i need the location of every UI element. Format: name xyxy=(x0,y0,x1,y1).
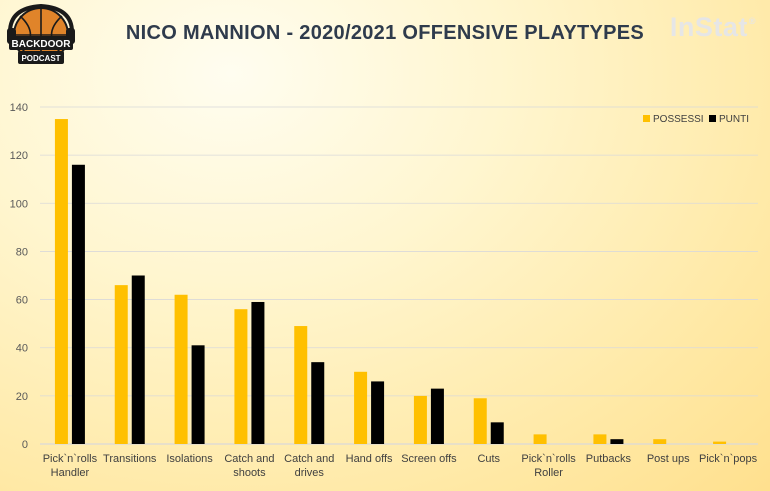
chart-title: NICO MANNION - 2020/2021 OFFENSIVE PLAYT… xyxy=(125,22,645,44)
x-tick-label-4: Catch and drives xyxy=(284,453,334,479)
logo-text-top: BACKDOOR xyxy=(12,39,72,50)
x-tick-label-2: Isolations xyxy=(166,453,213,465)
bar-punti-9 xyxy=(610,439,624,444)
x-tick-label-3: Catch and shoots xyxy=(224,453,274,479)
x-tick-label-10: Post ups xyxy=(647,453,690,465)
bar-possessi-6 xyxy=(413,395,427,444)
y-tick-label-60: 60 xyxy=(16,295,28,307)
backdoor-podcast-logo: BACKDOOR PODCAST xyxy=(7,3,75,64)
brand-name: InStat xyxy=(669,12,748,42)
logo-text-bottom: PODCAST xyxy=(21,54,60,63)
brand-registered-mark: ® xyxy=(748,16,756,26)
y-tick-label-140: 140 xyxy=(10,102,28,114)
bar-possessi-4 xyxy=(294,326,308,444)
y-tick-label-120: 120 xyxy=(10,150,28,162)
bar-possessi-1 xyxy=(114,285,128,444)
bar-punti-4 xyxy=(311,362,325,444)
bar-possessi-2 xyxy=(174,294,188,444)
y-tick-label-20: 20 xyxy=(16,391,28,403)
bar-punti-1 xyxy=(131,275,145,444)
legend-label-possessi: POSSESSI xyxy=(653,114,704,125)
x-tick-label-5: Hand offs xyxy=(346,453,393,465)
y-tick-label-100: 100 xyxy=(10,198,28,210)
bar-punti-2 xyxy=(191,345,205,444)
bar-punti-3 xyxy=(251,301,265,444)
x-tick-label-11: Pick`n`pops xyxy=(699,453,758,465)
bar-possessi-0 xyxy=(54,119,68,445)
x-tick-label-6: Screen offs xyxy=(401,453,457,465)
bar-punti-5 xyxy=(371,381,385,444)
legend-swatch-possessi xyxy=(643,115,650,122)
legend-label-punti: PUNTI xyxy=(719,114,749,125)
bar-possessi-5 xyxy=(354,371,368,444)
instat-brand: InStat® xyxy=(670,12,756,43)
x-tick-label-0: Pick`n`rolls Handler xyxy=(43,453,98,479)
bar-punti-6 xyxy=(430,388,444,444)
y-tick-label-40: 40 xyxy=(16,343,28,355)
bar-possessi-8 xyxy=(533,434,547,444)
x-tick-label-7: Cuts xyxy=(477,453,500,465)
bar-possessi-3 xyxy=(234,309,248,444)
x-tick-label-9: Putbacks xyxy=(586,453,632,465)
x-tick-label-1: Transitions xyxy=(103,453,157,465)
y-tick-label-80: 80 xyxy=(16,246,28,258)
x-tick-label-8: Pick`n`rolls Roller xyxy=(521,453,576,479)
bar-punti-0 xyxy=(71,164,85,444)
legend-swatch-punti xyxy=(709,115,716,122)
bar-possessi-11 xyxy=(713,441,727,444)
y-tick-label-0: 0 xyxy=(22,439,28,451)
bar-possessi-9 xyxy=(593,434,607,444)
bar-punti-7 xyxy=(490,422,504,444)
bar-possessi-10 xyxy=(653,439,667,444)
bar-possessi-7 xyxy=(473,398,487,444)
